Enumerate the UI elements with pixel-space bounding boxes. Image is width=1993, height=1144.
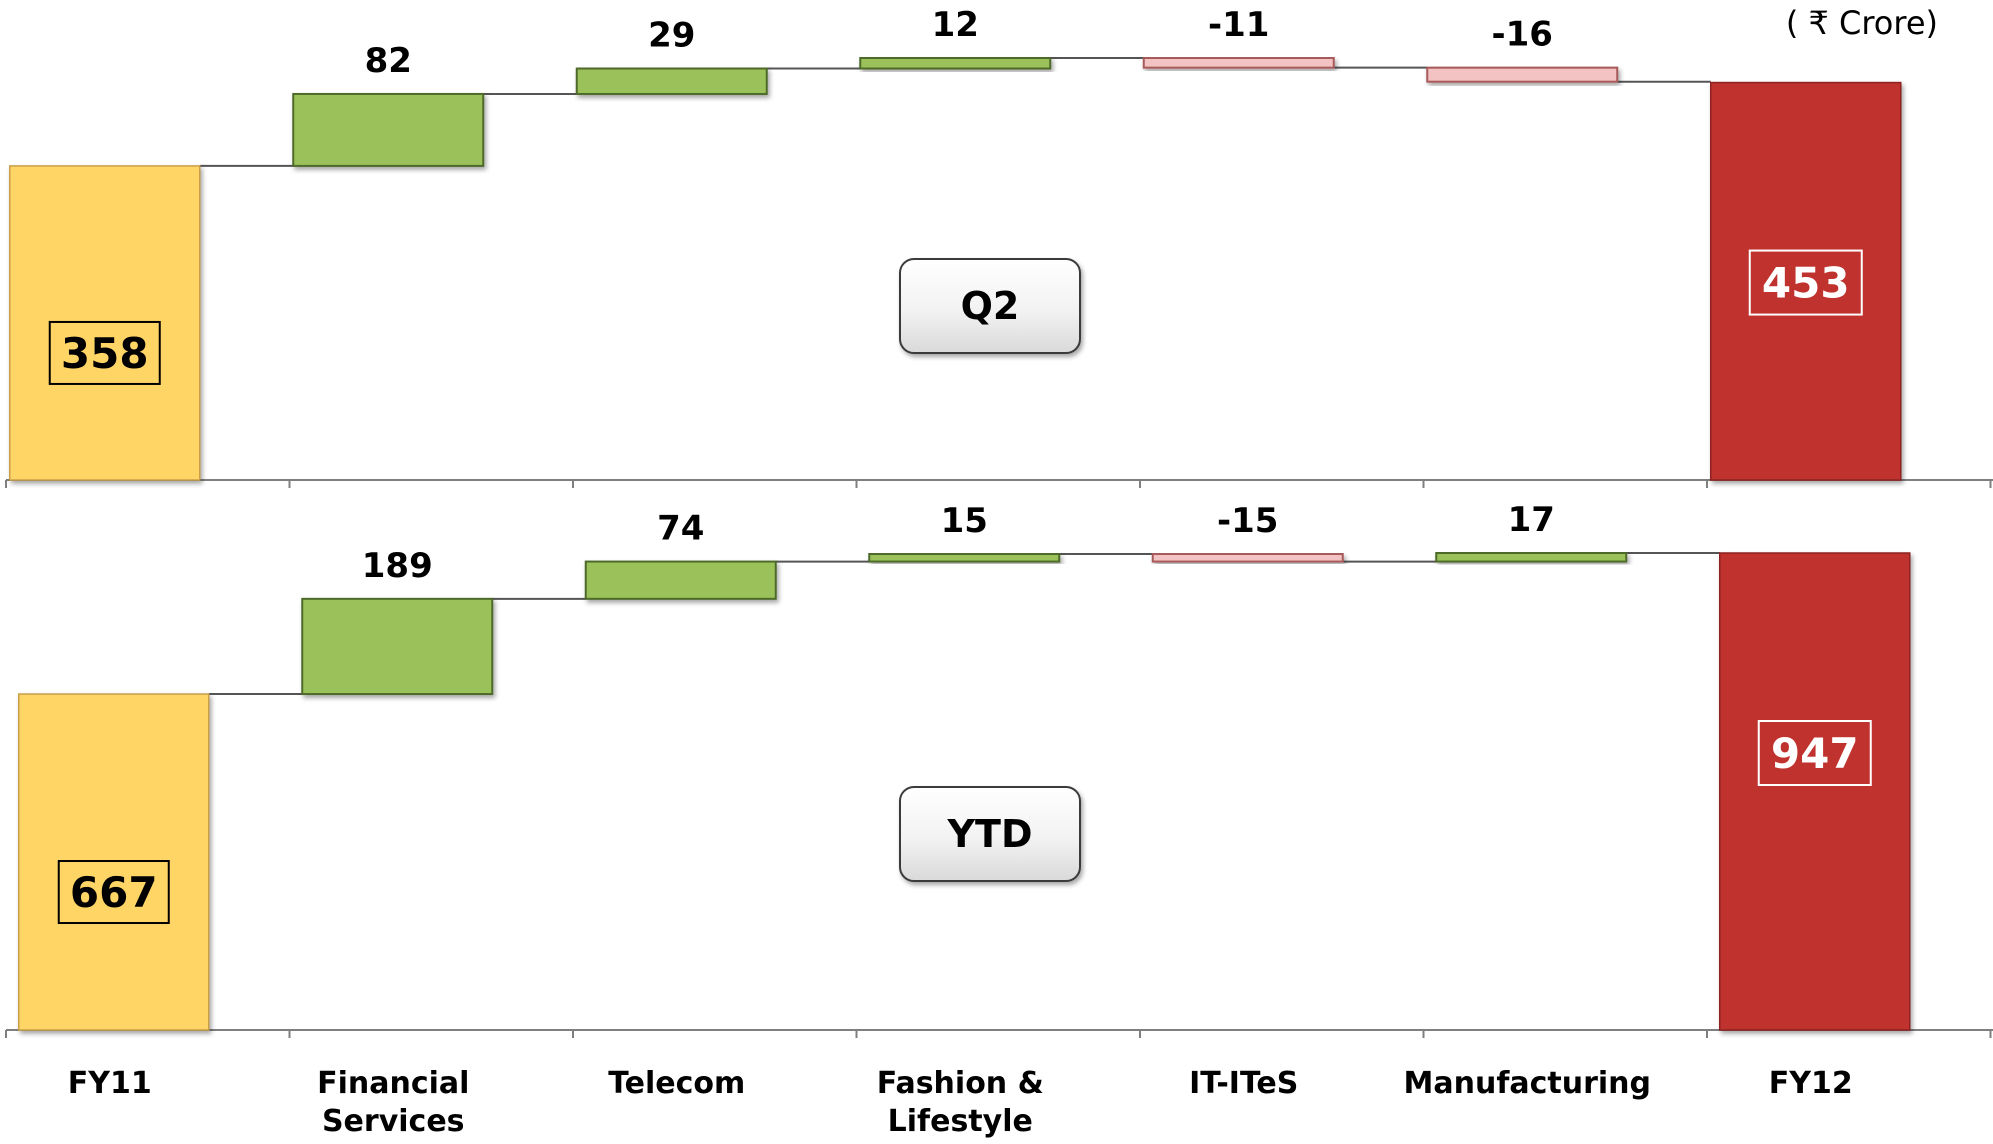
data-label-fashion-lifestyle: 15	[941, 501, 988, 541]
bar-delta-telecom	[575, 67, 768, 95]
data-label-start: 667	[70, 868, 158, 917]
data-label-fashion-lifestyle: 12	[932, 5, 979, 45]
data-label-end: 947	[1771, 729, 1859, 778]
x-axis-label-financial-services: Financial Services	[317, 1066, 469, 1139]
data-label-manufacturing: 17	[1508, 500, 1555, 540]
data-label-manufacturing: -16	[1492, 15, 1553, 55]
x-axis-label-line: IT-ITeS	[1189, 1066, 1298, 1101]
data-label-financial-services: 189	[362, 546, 433, 586]
panel-label-ytd: YTD	[947, 812, 1033, 856]
chart-panels: 358 82 29 12 -11 -16 453 Q2 667 189 74 15 -15 17 947 YT…	[5, 5, 1993, 1038]
bar-delta-manufacturing	[1426, 66, 1619, 83]
x-axis-label-it-ites: IT-ITeS	[1189, 1066, 1298, 1101]
x-axis-label-manufacturing: Manufacturing	[1404, 1066, 1652, 1101]
x-axis-label-fy12: FY12	[1769, 1066, 1853, 1101]
data-label-box	[48, 320, 161, 385]
x-axis-label-line: Telecom	[608, 1066, 745, 1101]
x-axis-label-fashion-lifestyle: Fashion & Lifestyle	[877, 1066, 1044, 1139]
data-label-telecom: 74	[657, 509, 704, 549]
bar-end-fy12	[1719, 552, 1911, 1031]
data-label-it-ites: -11	[1208, 5, 1269, 45]
x-axis-label-line: Manufacturing	[1404, 1066, 1652, 1101]
data-label-it-ites: -15	[1217, 501, 1278, 541]
x-axis-label-fy11: FY11	[68, 1066, 152, 1101]
bar-delta-telecom	[584, 560, 777, 600]
data-label-box	[1748, 249, 1863, 316]
panel-label-q2: Q2	[961, 284, 1020, 328]
bar-delta-fashion-lifestyle	[868, 553, 1061, 563]
bar-start-fy11	[9, 165, 201, 481]
panel-q2: 358 82 29 12 -11 -16 453 Q2	[5, 5, 1993, 488]
bar-delta-manufacturing	[1435, 552, 1628, 563]
data-label-start: 358	[61, 329, 149, 378]
x-axis-label-line: FY12	[1769, 1066, 1853, 1101]
bar-end-fy12	[1710, 81, 1902, 481]
data-label-box	[1757, 720, 1872, 786]
bar-start-fy11	[18, 693, 210, 1031]
x-axis-label-line: Lifestyle	[888, 1104, 1033, 1139]
unit-label: ( ₹ Crore)	[1786, 4, 1938, 42]
data-label-box	[57, 860, 170, 925]
x-axis-label-telecom: Telecom	[608, 1066, 745, 1101]
x-axis-label-line: Fashion &	[877, 1066, 1044, 1101]
bar-delta-financial-services	[301, 597, 494, 696]
x-axis-label-line: FY11	[68, 1066, 152, 1101]
panel-label-box	[899, 786, 1081, 882]
data-label-financial-services: 82	[365, 41, 412, 81]
data-label-telecom: 29	[648, 16, 695, 56]
x-axis-label-line: Services	[322, 1104, 465, 1139]
bar-delta-it-ites	[1151, 553, 1344, 563]
bar-delta-fashion-lifestyle	[859, 57, 1052, 70]
panel-ytd: 667 189 74 15 -15 17 947 YTD	[5, 500, 1993, 1038]
x-axis-labels: FY11 Financial Services Telecom Fashion & Lif…	[68, 1066, 1853, 1139]
bar-delta-it-ites	[1142, 57, 1335, 69]
data-label-end: 453	[1762, 259, 1850, 308]
bar-delta-financial-services	[292, 92, 485, 167]
x-axis-label-line: Financial	[317, 1066, 469, 1101]
panel-label-box	[899, 258, 1081, 354]
